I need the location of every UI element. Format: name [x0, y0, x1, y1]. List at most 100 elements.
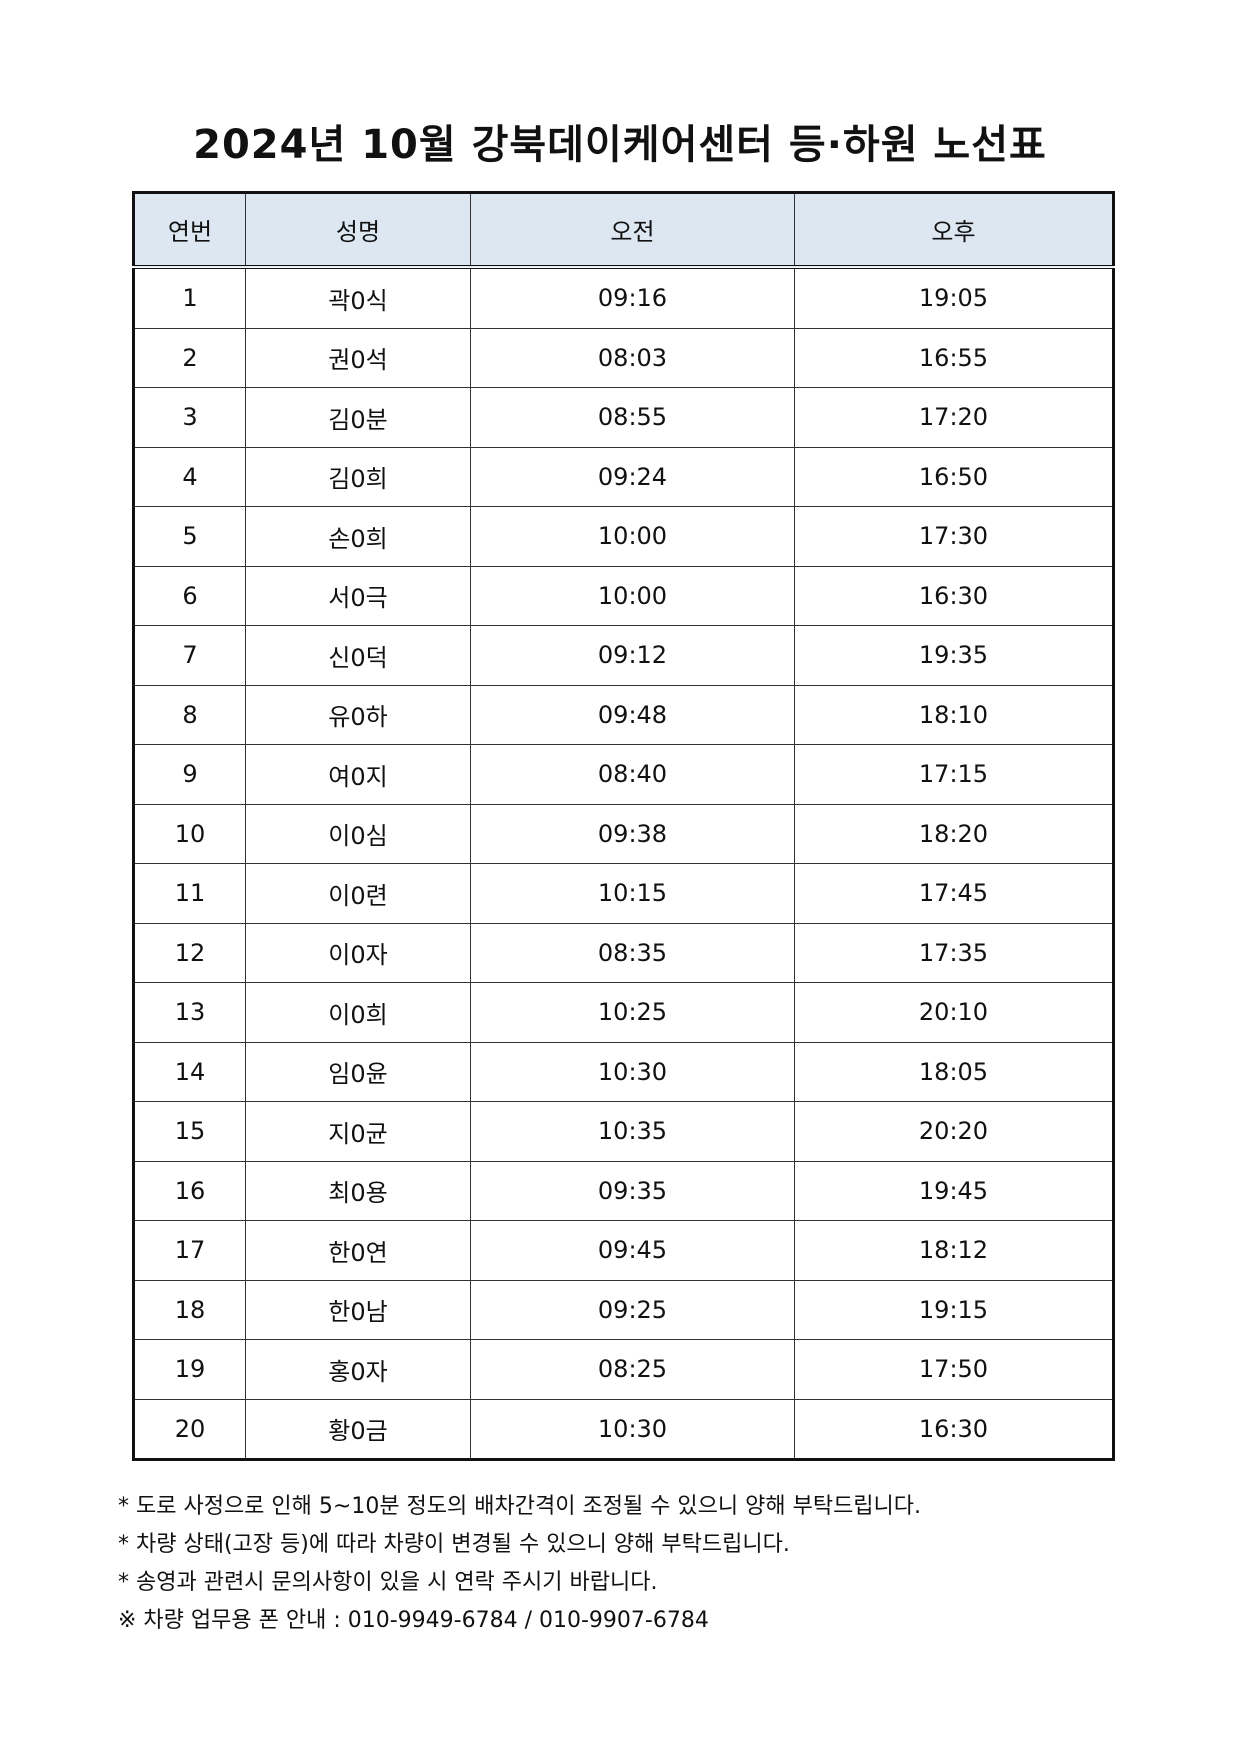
table-row: 15 지0균 10:35 20:20	[133, 1101, 1114, 1162]
header-afternoon: 오후	[794, 192, 1114, 269]
row-afternoon: 18:05	[794, 1041, 1114, 1102]
table-row: 7 신0덕 09:12 19:35	[133, 625, 1114, 686]
row-afternoon: 16:30	[794, 565, 1114, 626]
row-afternoon: 17:20	[794, 387, 1114, 448]
row-name: 최0용	[245, 1160, 471, 1221]
table-row: 9 여0지 08:40 17:15	[133, 744, 1114, 805]
row-morning: 09:25	[470, 1279, 795, 1340]
row-morning: 08:03	[470, 327, 795, 388]
row-number: 1	[133, 266, 246, 329]
row-name: 여0지	[245, 744, 471, 805]
row-afternoon: 16:30	[794, 1398, 1114, 1460]
table-header-row: 연번 성명 오전 오후	[133, 192, 1114, 269]
row-number: 7	[133, 625, 246, 686]
table-row: 10 이0심 09:38 18:20	[133, 803, 1114, 864]
row-name: 이0련	[245, 863, 471, 924]
table-row: 6 서0극 10:00 16:30	[133, 565, 1114, 626]
row-number: 13	[133, 982, 246, 1043]
row-afternoon: 20:20	[794, 1101, 1114, 1162]
table-row: 5 손0희 10:00 17:30	[133, 506, 1114, 567]
row-name: 이0자	[245, 922, 471, 983]
row-name: 임0윤	[245, 1041, 471, 1102]
row-number: 18	[133, 1279, 246, 1340]
row-number: 19	[133, 1339, 246, 1400]
row-afternoon: 17:45	[794, 863, 1114, 924]
row-afternoon: 20:10	[794, 982, 1114, 1043]
row-afternoon: 17:15	[794, 744, 1114, 805]
table-row: 20 황0금 10:30 16:30	[133, 1398, 1114, 1460]
table-row: 16 최0용 09:35 19:45	[133, 1160, 1114, 1221]
row-number: 6	[133, 565, 246, 626]
row-morning: 08:40	[470, 744, 795, 805]
table-row: 11 이0련 10:15 17:45	[133, 863, 1114, 924]
row-number: 11	[133, 863, 246, 924]
header-name: 성명	[245, 192, 471, 269]
row-number: 10	[133, 803, 246, 864]
row-number: 5	[133, 506, 246, 567]
row-morning: 09:45	[470, 1220, 795, 1281]
row-afternoon: 16:55	[794, 327, 1114, 388]
header-morning: 오전	[470, 192, 795, 269]
table-row: 8 유0하 09:48 18:10	[133, 684, 1114, 745]
row-afternoon: 19:15	[794, 1279, 1114, 1340]
row-morning: 10:35	[470, 1101, 795, 1162]
row-number: 8	[133, 684, 246, 745]
row-morning: 09:24	[470, 446, 795, 507]
row-morning: 08:25	[470, 1339, 795, 1400]
notes: * 도로 사정으로 인해 5~10분 정도의 배차간격이 조정될 수 있으니 양…	[118, 1488, 921, 1640]
row-number: 16	[133, 1160, 246, 1221]
row-number: 3	[133, 387, 246, 448]
table-row: 14 임0윤 10:30 18:05	[133, 1041, 1114, 1102]
row-morning: 10:25	[470, 982, 795, 1043]
table-row: 18 한0남 09:25 19:15	[133, 1279, 1114, 1340]
row-afternoon: 17:50	[794, 1339, 1114, 1400]
table-row: 12 이0자 08:35 17:35	[133, 922, 1114, 983]
row-morning: 10:00	[470, 506, 795, 567]
note-1: * 도로 사정으로 인해 5~10분 정도의 배차간격이 조정될 수 있으니 양…	[118, 1494, 922, 1519]
table-row: 17 한0연 09:45 18:12	[133, 1220, 1114, 1281]
table-row: 1 곽0식 09:16 19:05	[133, 266, 1114, 329]
row-name: 이0심	[245, 803, 471, 864]
row-afternoon: 19:35	[794, 625, 1114, 686]
row-name: 한0연	[245, 1220, 471, 1281]
row-morning: 09:12	[470, 625, 795, 686]
row-number: 14	[133, 1041, 246, 1102]
row-number: 17	[133, 1220, 246, 1281]
table-row: 4 김0희 09:24 16:50	[133, 446, 1114, 507]
row-name: 지0균	[245, 1101, 471, 1162]
row-afternoon: 17:35	[794, 922, 1114, 983]
row-name: 곽0식	[245, 266, 471, 329]
row-name: 이0희	[245, 982, 471, 1043]
row-morning: 09:38	[470, 803, 795, 864]
row-number: 2	[133, 327, 246, 388]
page-title: 2024년 10월 강북데이케어센터 등·하원 노선표	[193, 122, 1047, 168]
row-morning: 09:35	[470, 1160, 795, 1221]
row-number: 9	[133, 744, 246, 805]
row-number: 20	[133, 1398, 246, 1460]
row-morning: 10:15	[470, 863, 795, 924]
row-afternoon: 18:20	[794, 803, 1114, 864]
row-morning: 10:00	[470, 565, 795, 626]
table-row: 13 이0희 10:25 20:10	[133, 982, 1114, 1043]
row-name: 홍0자	[245, 1339, 471, 1400]
row-name: 황0금	[245, 1398, 471, 1460]
note-2: * 차량 상태(고장 등)에 따라 차량이 변경될 수 있으니 양해 부탁드립니…	[118, 1532, 790, 1557]
row-name: 한0남	[245, 1279, 471, 1340]
row-name: 김0희	[245, 446, 471, 507]
table-row: 19 홍0자 08:25 17:50	[133, 1339, 1114, 1400]
row-name: 손0희	[245, 506, 471, 567]
row-number: 12	[133, 922, 246, 983]
route-table: 연번 성명 오전 오후 1 곽0식 09:16 19:05 2 권0석 08:03 16:55…	[132, 191, 1115, 1461]
note-phone: ※ 차량 업무용 폰 안내 : 010-9949-6784 / 010-9907…	[118, 1608, 709, 1633]
table-row: 2 권0석 08:03 16:55	[133, 327, 1114, 388]
row-name: 서0극	[245, 565, 471, 626]
row-morning: 10:30	[470, 1398, 795, 1460]
row-number: 4	[133, 446, 246, 507]
row-afternoon: 18:10	[794, 684, 1114, 745]
row-afternoon: 18:12	[794, 1220, 1114, 1281]
row-name: 김0분	[245, 387, 471, 448]
row-afternoon: 19:05	[794, 266, 1114, 329]
note-3: * 송영과 관련시 문의사항이 있을 시 연락 주시기 바랍니다.	[118, 1570, 658, 1595]
row-morning: 09:16	[470, 266, 795, 329]
table-row: 3 김0분 08:55 17:20	[133, 387, 1114, 448]
